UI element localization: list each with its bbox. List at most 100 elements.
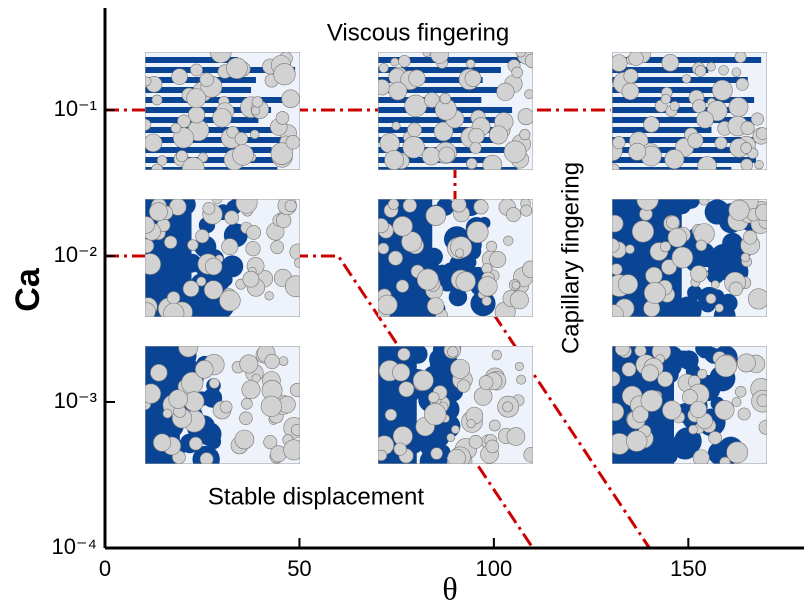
grain [729, 98, 748, 117]
grain [452, 197, 467, 212]
grain [690, 401, 707, 418]
grain [391, 58, 399, 66]
grain [222, 239, 238, 255]
grain [695, 66, 706, 77]
blob [374, 259, 386, 271]
grain [486, 241, 497, 252]
grain [157, 156, 167, 166]
snapshot [605, 338, 773, 468]
grain [152, 95, 162, 105]
grain [286, 135, 300, 149]
grain [622, 362, 636, 376]
grain [285, 200, 296, 211]
grain [153, 434, 171, 452]
x-tick-label: 150 [670, 556, 707, 581]
grain [693, 450, 709, 466]
chart: θ Ca Viscous fingeringCapillary fingerin… [0, 0, 804, 612]
grain [456, 272, 476, 292]
grain [467, 419, 475, 427]
grain [142, 77, 151, 86]
grain [507, 428, 525, 446]
grain [405, 95, 427, 117]
boundary-line [455, 110, 649, 548]
grain [666, 216, 679, 229]
grain [455, 249, 463, 257]
grain [524, 447, 539, 462]
grain [759, 420, 773, 434]
grain [516, 375, 525, 384]
grain [428, 392, 439, 403]
grain [504, 141, 526, 163]
grain [172, 69, 188, 85]
grain [715, 304, 723, 312]
grain [388, 199, 399, 210]
grain [662, 54, 679, 71]
grain [637, 189, 659, 211]
blob [436, 369, 448, 381]
blob [672, 195, 691, 214]
grain [741, 143, 752, 154]
grain [521, 205, 532, 216]
x-tick-label: 100 [476, 556, 513, 581]
grain [171, 123, 181, 133]
grain [626, 431, 647, 452]
blob [654, 230, 666, 242]
grain [276, 111, 289, 124]
grain [751, 113, 763, 125]
grain [235, 430, 254, 449]
grain [668, 228, 687, 247]
page: θ Ca Viscous fingeringCapillary fingerin… [0, 0, 804, 612]
blob [170, 354, 186, 370]
y-tick-label: 10⁻³ [54, 388, 97, 413]
grain [197, 277, 206, 286]
grain [190, 64, 202, 76]
grain [183, 281, 199, 297]
grain [479, 376, 493, 390]
grain [748, 289, 768, 309]
grain [150, 364, 167, 381]
grain [413, 370, 433, 390]
grain [755, 204, 772, 221]
grain [250, 130, 259, 139]
grain [243, 271, 259, 287]
grain [195, 360, 213, 378]
grain [149, 203, 167, 221]
grain [615, 342, 629, 356]
snapshot [139, 338, 304, 473]
grain [483, 155, 502, 174]
grain [662, 401, 681, 420]
grain [624, 69, 638, 83]
grain [512, 67, 523, 78]
grain [374, 79, 390, 95]
grain [261, 396, 282, 417]
grain [729, 282, 743, 296]
grain [665, 150, 684, 169]
grain [236, 192, 257, 213]
grain [689, 425, 698, 434]
grain [661, 94, 671, 104]
grain [225, 211, 239, 225]
grain [470, 142, 481, 153]
grain [707, 62, 716, 71]
grain [632, 221, 654, 243]
grain [642, 365, 659, 382]
snapshot [604, 189, 774, 327]
grain [209, 378, 219, 388]
grain [719, 65, 729, 75]
finger [145, 137, 285, 143]
grain [409, 70, 426, 87]
snapshot [140, 42, 300, 179]
grain [606, 215, 623, 232]
grain [474, 387, 492, 405]
grain [431, 46, 449, 64]
grain [715, 400, 734, 419]
grain [741, 253, 750, 262]
grain [164, 236, 177, 249]
grain [220, 401, 232, 413]
grain [510, 291, 528, 309]
grain [755, 160, 764, 169]
grain [732, 397, 741, 406]
grain [426, 206, 446, 226]
grain [138, 217, 155, 234]
grain [393, 216, 413, 236]
